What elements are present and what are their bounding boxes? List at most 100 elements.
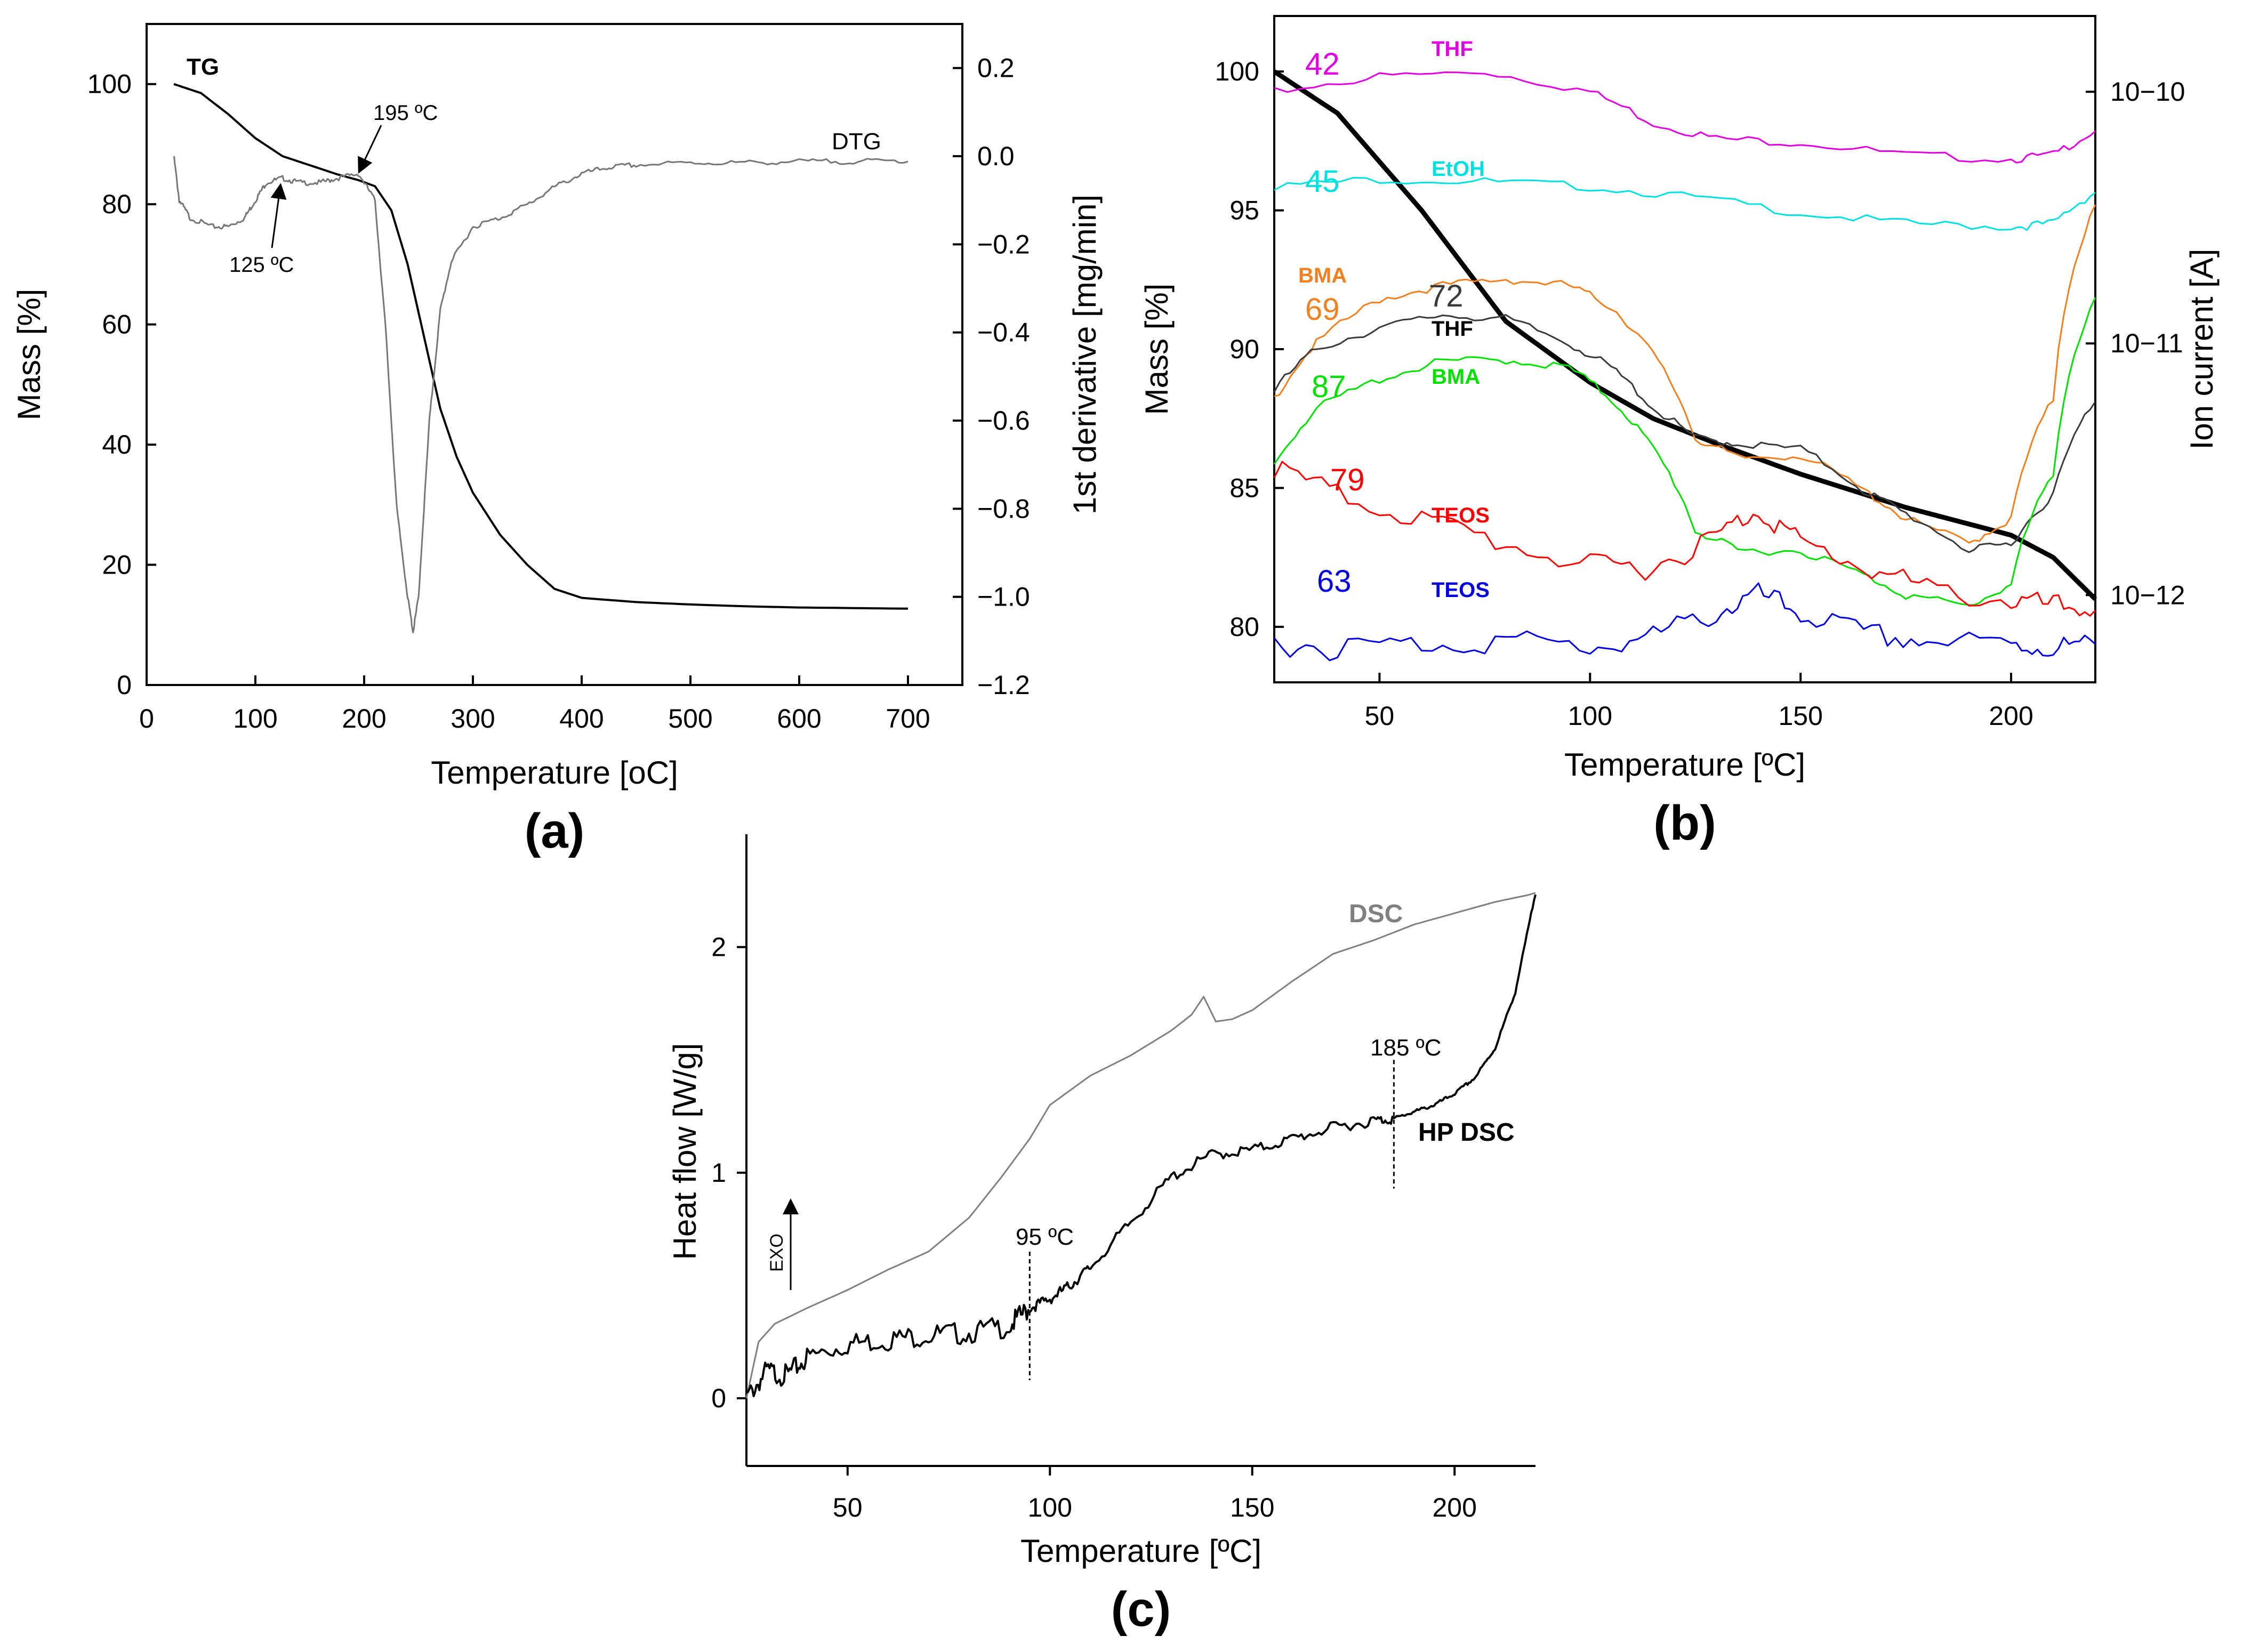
series-line-c-hp-dsc bbox=[746, 894, 1537, 1398]
y-axis-label-c: Heat flow [W/g] bbox=[667, 1043, 703, 1260]
panel-label-b: (b) bbox=[1653, 796, 1716, 850]
x-tick-label-c-100: 100 bbox=[1028, 1493, 1072, 1522]
series-line-b-63 bbox=[1273, 582, 2096, 662]
panel-label-c: (c) bbox=[1111, 1582, 1171, 1637]
y-tick-label-a-100: 100 bbox=[87, 69, 132, 99]
annotation-arrow-125c bbox=[270, 183, 287, 248]
series-line-b-42 bbox=[1274, 71, 2096, 164]
x-tick-label-a-200: 200 bbox=[342, 704, 386, 734]
panel-c: 50 100 150 200 0 1 2 Temperature [ºC] Heat fl… bbox=[667, 834, 1537, 1637]
plot-frame-a bbox=[146, 23, 963, 686]
y-tick-label-a-80: 80 bbox=[102, 189, 132, 219]
y-tick-label-a-0: 0 bbox=[117, 670, 132, 700]
y-tick-label-b-95: 95 bbox=[1229, 196, 1259, 225]
exo-label: EXO bbox=[767, 1234, 787, 1272]
series-label-bma-green: BMA bbox=[1432, 365, 1480, 389]
x-axis-ticks-a: 0 100 200 300 400 500 600 700 bbox=[139, 675, 930, 734]
annotation-125c: 125 ºC bbox=[229, 253, 294, 277]
series-label-teos-red: TEOS bbox=[1432, 504, 1490, 527]
x-tick-label-a-400: 400 bbox=[559, 704, 604, 734]
x-tick-label-c-150: 150 bbox=[1230, 1493, 1274, 1522]
y-tick-label-b-100: 100 bbox=[1215, 57, 1259, 86]
y-axis-ticks-b: 80 85 90 95 100 bbox=[1215, 57, 1284, 642]
annotation-dsc: DSC bbox=[1349, 900, 1403, 928]
series-label-45: 45 bbox=[1305, 164, 1340, 199]
y-tick-label-a2-0-6: −0.6 bbox=[977, 406, 1030, 436]
series-label-63: 63 bbox=[1317, 564, 1352, 599]
series-label-thf-black: THF bbox=[1432, 317, 1473, 341]
series-line-a-dtg bbox=[173, 156, 909, 633]
series-line-a-tg bbox=[173, 83, 909, 610]
annotation-arrow-195c bbox=[358, 125, 382, 174]
x-tick-label-b-100: 100 bbox=[1568, 701, 1612, 731]
annotation-95c: 95 ºC bbox=[1016, 1224, 1074, 1250]
y2-axis-label-b: Ion current [A] bbox=[2184, 249, 2220, 450]
y-tick-label-a-60: 60 bbox=[102, 310, 132, 340]
series-label-42: 42 bbox=[1305, 47, 1340, 82]
x-tick-label-b-200: 200 bbox=[1989, 701, 2033, 731]
x-tick-label-a-0: 0 bbox=[139, 704, 154, 734]
annotation-tg: TG bbox=[187, 54, 219, 80]
y-tick-label-a-20: 20 bbox=[102, 550, 132, 580]
y-tick-label-a2-0: 0.0 bbox=[977, 141, 1015, 171]
series-label-72: 72 bbox=[1429, 279, 1464, 313]
y2-tick-label-b-0: 10−12 bbox=[2110, 580, 2185, 610]
x-axis-ticks-c: 50 100 150 200 bbox=[833, 1466, 1477, 1522]
series-line-c-dsc bbox=[745, 892, 1536, 1399]
plot-frame-b bbox=[1273, 15, 2096, 683]
y-tick-label-a2-0-4: −0.4 bbox=[977, 318, 1030, 348]
x-tick-label-c-200: 200 bbox=[1432, 1493, 1476, 1522]
x-axis-label-b: Temperature [ºC] bbox=[1564, 747, 1805, 783]
annotation-dtg: DTG bbox=[832, 128, 881, 155]
x-tick-label-a-700: 700 bbox=[886, 704, 930, 734]
annotation-195c: 195 ºC bbox=[373, 101, 438, 125]
y-tick-label-a2-1: −1.0 bbox=[977, 582, 1030, 612]
x-axis-ticks-b: 50 100 150 200 bbox=[1365, 673, 2033, 731]
y-tick-label-b-85: 85 bbox=[1229, 473, 1259, 503]
y-axis-label-b: Mass [%] bbox=[1139, 284, 1175, 415]
y-axis-ticks-a: 0 20 40 60 80 100 bbox=[87, 69, 156, 700]
series-label-79: 79 bbox=[1330, 463, 1365, 497]
series-group-c bbox=[745, 892, 1537, 1399]
y-tick-label-b-90: 90 bbox=[1229, 334, 1259, 364]
y-axis-label-a: Mass [%] bbox=[11, 289, 47, 421]
y2-axis-ticks-a: −1.2 −1.0 −0.8 −0.6 −0.4 −0.2 0.0 0.2 bbox=[953, 53, 1030, 700]
y-tick-label-a2-1-2: −1.2 bbox=[977, 670, 1030, 700]
panel-a: 0 100 200 300 400 500 600 700 0 20 40 60 80 100 −1.2… bbox=[11, 23, 1103, 858]
panel-label-a: (a) bbox=[525, 804, 584, 858]
annotation-185c: 185 ºC bbox=[1370, 1035, 1441, 1061]
series-line-b-45 bbox=[1274, 176, 2096, 231]
y-tick-label-a2-0-2: −0.2 bbox=[977, 229, 1030, 259]
x-axis-label-c: Temperature [ºC] bbox=[1020, 1533, 1261, 1569]
y-tick-label-c-0: 0 bbox=[711, 1383, 726, 1413]
series-line-b-79 bbox=[1273, 461, 2096, 617]
series-label-bma-orange: BMA bbox=[1298, 264, 1347, 287]
series-label-69: 69 bbox=[1305, 292, 1340, 327]
x-tick-label-b-50: 50 bbox=[1365, 701, 1395, 731]
x-tick-label-b-150: 150 bbox=[1778, 701, 1822, 731]
y-tick-label-a2-0-2: 0.2 bbox=[977, 53, 1015, 83]
y-tick-label-c-1: 1 bbox=[711, 1158, 726, 1188]
x-tick-label-a-100: 100 bbox=[233, 704, 277, 734]
y-tick-label-a2-0-8: −0.8 bbox=[977, 494, 1030, 523]
x-axis-label-a: Temperature [oC] bbox=[431, 755, 678, 791]
y-tick-label-b-80: 80 bbox=[1229, 612, 1259, 642]
y-axis-ticks-c: 0 1 2 bbox=[711, 932, 746, 1413]
series-line-b-72 bbox=[1273, 314, 2096, 553]
x-tick-label-a-300: 300 bbox=[451, 704, 495, 734]
series-group-a bbox=[173, 83, 909, 633]
series-group-b bbox=[1273, 69, 2097, 662]
y-tick-label-c-2: 2 bbox=[711, 932, 726, 962]
y2-tick-label-b-2: 10−10 bbox=[2110, 77, 2185, 107]
y-tick-label-a-40: 40 bbox=[102, 430, 132, 460]
series-line-b-69 bbox=[1274, 204, 2096, 544]
x-tick-label-a-600: 600 bbox=[777, 704, 821, 734]
series-label-etoh: EtOH bbox=[1432, 157, 1485, 181]
y2-axis-label-a: 1st derivative [mg/min] bbox=[1067, 195, 1103, 514]
series-line-b-87 bbox=[1273, 297, 2096, 606]
y2-tick-label-b-1: 10−11 bbox=[2110, 328, 2183, 358]
x-tick-label-a-500: 500 bbox=[668, 704, 712, 734]
series-label-teos-blue: TEOS bbox=[1432, 578, 1490, 602]
